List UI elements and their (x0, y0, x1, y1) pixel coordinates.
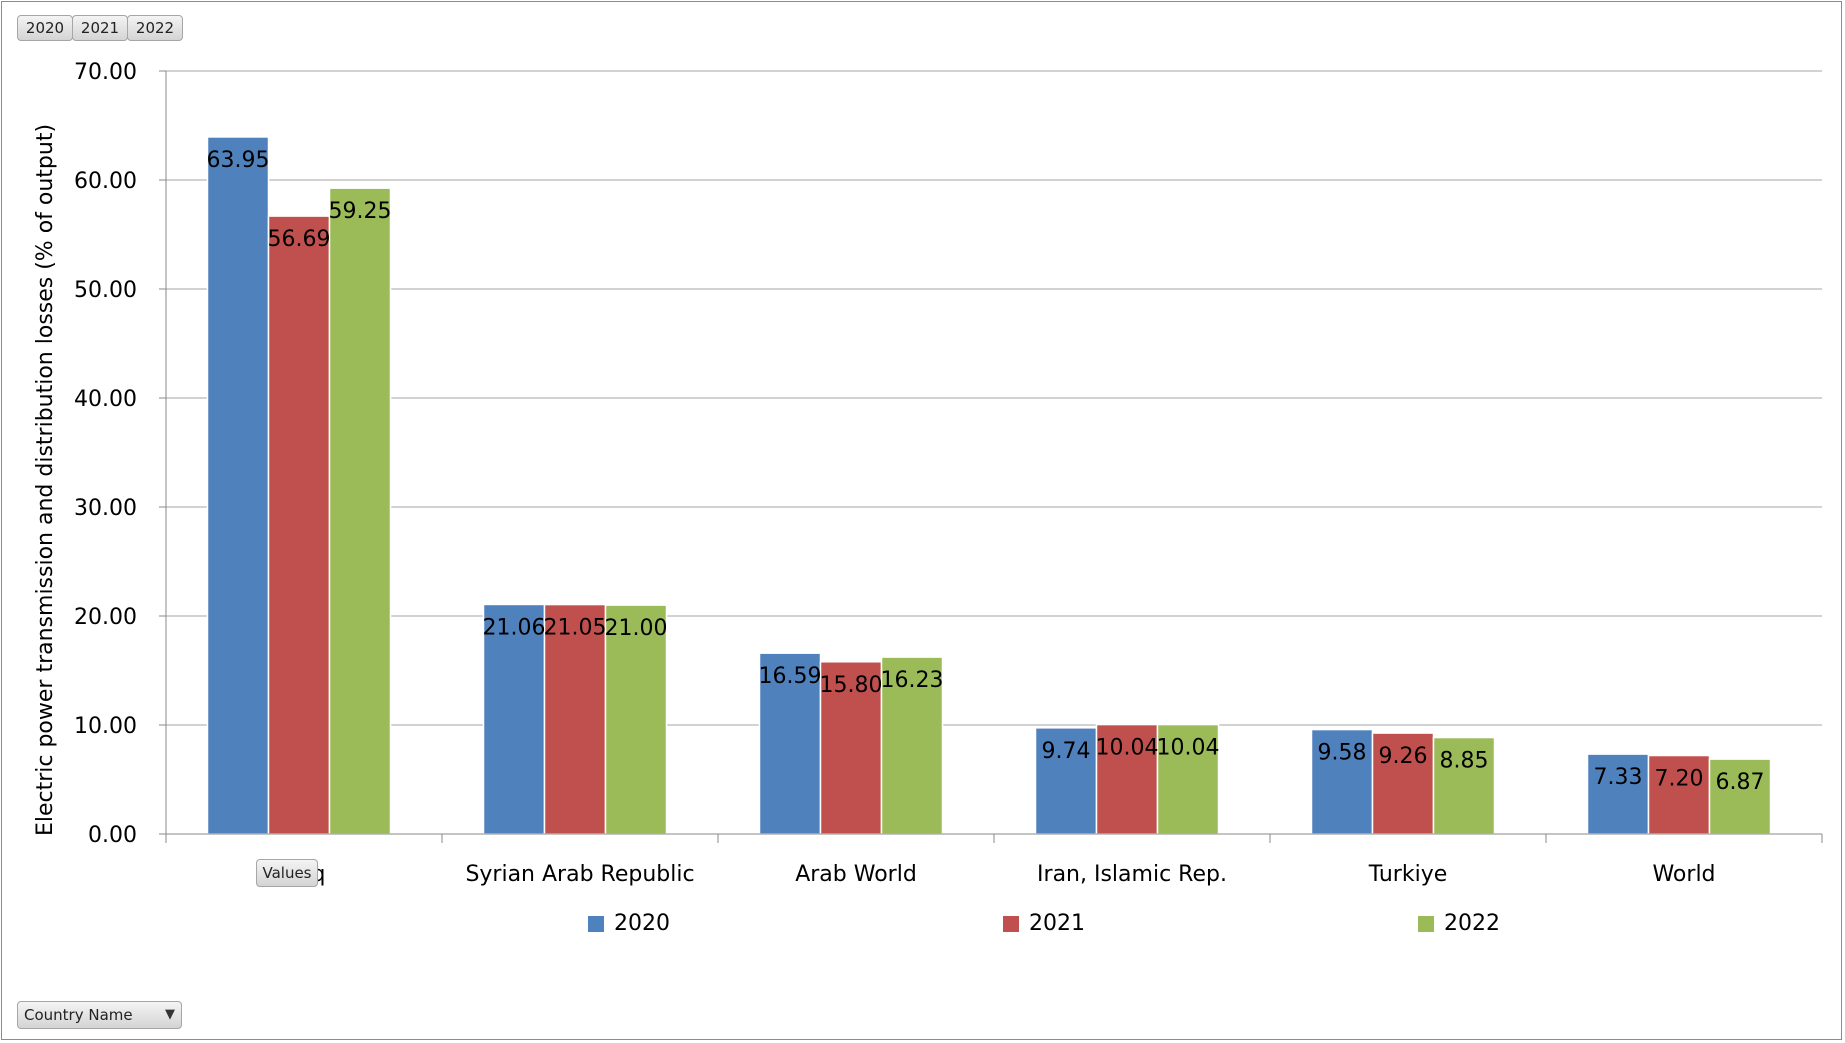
data-label: 16.59 (759, 664, 822, 689)
y-tick-label: 70.00 (74, 60, 137, 85)
data-label: 16.23 (881, 668, 944, 693)
bar-2021-3[interactable] (1095, 723, 1159, 835)
bar-2022-1[interactable] (604, 604, 668, 835)
y-tick-label: 40.00 (74, 387, 137, 412)
data-label: 56.69 (268, 227, 331, 252)
data-label: 21.00 (605, 616, 668, 641)
x-category-label: Iran, Islamic Rep. (1037, 862, 1227, 887)
filter-dropdown-icon[interactable]: ▼ (165, 1007, 175, 1022)
data-label: 15.80 (820, 673, 883, 698)
legend-swatch-2020 (588, 916, 604, 932)
x-category-label: Arab World (795, 862, 917, 887)
bar-2022-2[interactable] (880, 656, 944, 835)
data-label: 6.87 (1716, 770, 1765, 795)
filter-button-2020[interactable]: 2020 (17, 15, 73, 41)
y-axis-label: Electric power transmission and distribu… (33, 124, 58, 836)
bar-2022-3[interactable] (1156, 723, 1220, 835)
data-label: 7.33 (1594, 765, 1643, 790)
x-category-label: Turkiye (1368, 862, 1448, 887)
data-label: 9.74 (1042, 739, 1091, 764)
filter-button-2021[interactable]: 2021 (72, 15, 128, 41)
bar-2022-0[interactable] (328, 187, 392, 835)
x-category-label: World (1652, 862, 1715, 887)
legend-swatch-2022 (1418, 916, 1434, 932)
bar-2020-4[interactable] (1310, 728, 1374, 835)
y-tick-label: 30.00 (74, 496, 137, 521)
y-tick-label: 0.00 (88, 823, 137, 848)
data-label: 21.06 (483, 615, 546, 640)
bar-2021-1[interactable] (543, 603, 607, 835)
data-label: 59.25 (329, 199, 392, 224)
data-label: 21.05 (544, 616, 607, 641)
data-label: 7.20 (1655, 767, 1704, 792)
bar-2020-0[interactable] (206, 136, 270, 835)
y-tick-label: 20.00 (74, 605, 137, 630)
bar-2020-2[interactable] (758, 652, 822, 835)
y-tick-label: 50.00 (74, 278, 137, 303)
data-label: 63.95 (207, 148, 270, 173)
y-tick-label: 60.00 (74, 169, 137, 194)
x-category-label: Syrian Arab Republic (465, 862, 694, 887)
data-label: 10.04 (1157, 736, 1220, 761)
legend-label-2020: 2020 (614, 911, 670, 936)
bar-2022-4[interactable] (1432, 736, 1496, 835)
bar-2021-5[interactable] (1647, 754, 1711, 835)
bar-2021-4[interactable] (1371, 732, 1435, 835)
data-label: 8.85 (1440, 749, 1489, 774)
bar-2021-0[interactable] (267, 215, 331, 835)
legend-label-2022: 2022 (1444, 911, 1500, 936)
filter-button-2022[interactable]: 2022 (127, 15, 183, 41)
bar-2022-5[interactable] (1708, 758, 1772, 835)
values-button[interactable]: Values (256, 859, 318, 887)
legend-label-2021: 2021 (1029, 911, 1085, 936)
country-name-label: Country Name (24, 1006, 133, 1024)
data-label: 10.04 (1096, 736, 1159, 761)
data-label: 9.26 (1379, 744, 1428, 769)
country-name-field-button[interactable]: Country Name ▼ (17, 1001, 182, 1029)
bar-2020-1[interactable] (482, 603, 546, 835)
legend-swatch-2021 (1003, 916, 1019, 932)
data-label: 9.58 (1318, 741, 1367, 766)
y-tick-label: 10.00 (74, 714, 137, 739)
